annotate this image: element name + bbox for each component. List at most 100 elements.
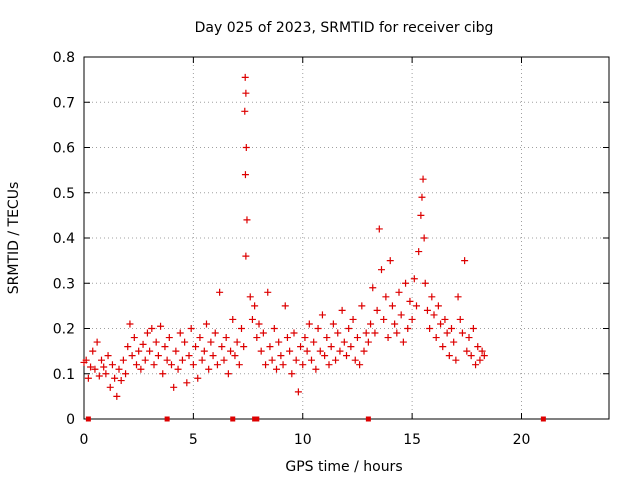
data-point xyxy=(275,338,283,346)
data-point xyxy=(222,334,230,342)
data-point xyxy=(329,320,337,328)
data-point xyxy=(93,338,101,346)
data-point xyxy=(185,352,193,360)
data-point xyxy=(419,175,427,183)
data-point xyxy=(159,370,167,378)
data-point xyxy=(259,329,267,337)
data-point xyxy=(84,374,92,382)
data-point xyxy=(248,315,256,323)
data-point xyxy=(321,352,329,360)
data-point xyxy=(380,315,388,323)
data-point xyxy=(100,363,108,371)
data-point xyxy=(388,302,396,310)
y-tick-label: 0.5 xyxy=(53,186,75,202)
data-point xyxy=(458,329,466,337)
data-point xyxy=(253,334,261,342)
data-point xyxy=(308,356,315,364)
data-point xyxy=(152,338,160,346)
data-point xyxy=(172,347,180,355)
data-point xyxy=(480,352,488,360)
data-point xyxy=(104,352,112,360)
data-point xyxy=(187,325,195,332)
data-point xyxy=(395,288,403,296)
data-point xyxy=(406,297,414,305)
y-tick-label: 0 xyxy=(66,412,75,428)
data-point xyxy=(332,356,340,364)
data-point xyxy=(434,302,442,310)
data-point xyxy=(257,347,265,355)
data-point xyxy=(283,334,291,342)
data-point xyxy=(203,320,210,328)
x-tick-label: 20 xyxy=(513,432,531,448)
data-point xyxy=(323,334,331,342)
data-point xyxy=(413,302,420,310)
data-point xyxy=(218,343,226,351)
data-point xyxy=(410,275,418,283)
data-point xyxy=(264,288,272,296)
data-point xyxy=(364,338,372,346)
data-point xyxy=(371,329,379,337)
data-point xyxy=(476,356,484,364)
data-point xyxy=(439,343,447,351)
data-point xyxy=(353,334,361,342)
data-point xyxy=(378,266,385,274)
data-point xyxy=(448,325,455,332)
data-point xyxy=(338,306,346,314)
y-tick-label: 0.6 xyxy=(53,141,75,157)
data-point xyxy=(469,325,477,332)
data-point xyxy=(174,365,182,373)
data-point xyxy=(117,377,125,385)
data-point xyxy=(463,347,471,355)
data-point xyxy=(312,365,320,373)
data-point xyxy=(89,347,97,355)
data-point xyxy=(91,365,99,373)
data-point xyxy=(137,365,145,373)
baseline-marker xyxy=(230,416,236,422)
data-point xyxy=(165,334,173,342)
data-point xyxy=(404,325,412,332)
data-point xyxy=(423,306,431,314)
data-point xyxy=(229,315,237,323)
data-point xyxy=(478,347,486,355)
data-point xyxy=(154,352,162,360)
x-tick-label: 15 xyxy=(403,432,421,448)
data-point xyxy=(408,315,416,323)
data-point xyxy=(111,374,119,382)
data-point xyxy=(399,338,407,346)
data-point xyxy=(163,356,171,364)
data-point xyxy=(227,347,235,355)
data-point xyxy=(135,347,143,355)
data-point xyxy=(279,361,287,369)
data-point xyxy=(297,343,305,351)
data-point xyxy=(358,302,366,310)
data-point xyxy=(428,293,436,301)
data-point xyxy=(347,343,355,351)
data-point xyxy=(415,248,423,256)
data-point xyxy=(161,343,169,351)
data-point xyxy=(336,347,344,355)
data-point xyxy=(465,334,473,342)
data-point xyxy=(375,225,383,233)
data-point xyxy=(343,352,350,360)
y-tick-label: 0.3 xyxy=(53,276,75,292)
data-point xyxy=(119,356,127,364)
data-point xyxy=(327,343,335,351)
data-point xyxy=(472,361,480,369)
data-point xyxy=(130,334,138,342)
data-point xyxy=(213,361,221,369)
data-point xyxy=(106,383,114,391)
data-point xyxy=(450,338,458,346)
data-point xyxy=(325,361,333,369)
data-point xyxy=(235,361,243,369)
data-point xyxy=(181,338,189,346)
data-point xyxy=(87,363,95,371)
data-point xyxy=(194,374,202,382)
data-point xyxy=(360,347,368,355)
data-point xyxy=(288,370,296,378)
data-point xyxy=(220,356,228,364)
data-point xyxy=(384,334,392,342)
data-point xyxy=(148,325,156,332)
y-ticks: 0 0.1 0.2 0.3 0.4 0.5 0.6 0.7 0.8 xyxy=(53,50,609,428)
data-point xyxy=(432,334,440,342)
